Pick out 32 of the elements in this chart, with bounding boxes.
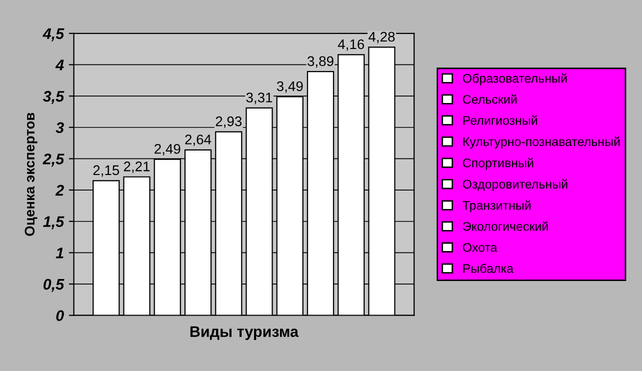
y-tick-label: 3: [56, 122, 64, 134]
y-tick-label: 0: [56, 310, 64, 322]
data-label: 2,21: [124, 162, 150, 173]
legend-label: Транзитный: [462, 200, 531, 212]
data-label: 3,31: [246, 92, 272, 104]
legend-label: Религиозный: [463, 115, 538, 125]
legend-label: Экологический: [462, 221, 548, 231]
x-axis-title: Виды туризма: [190, 326, 299, 340]
y-tick-label: 4,5: [42, 28, 64, 42]
y-axis-title: Оценка экспертов: [24, 112, 38, 236]
legend-label: Рыбалка: [463, 264, 514, 273]
data-label: 2,15: [93, 165, 120, 177]
data-label: 4,16: [338, 39, 364, 51]
y-tick-label: 2,5: [42, 154, 64, 167]
legend-label: Образовательный: [462, 73, 567, 86]
data-label: 3,49: [276, 81, 303, 93]
data-label: 2,93: [216, 116, 242, 128]
data-label: 3,89: [308, 56, 334, 68]
data-label: 4,28: [368, 32, 395, 44]
y-tick-label: 1,5: [43, 216, 64, 230]
data-label: 2,64: [185, 134, 212, 146]
legend-label: Спортивный: [462, 158, 534, 170]
y-tick-label: 1: [56, 248, 64, 258]
y-tick-label: 4: [55, 60, 64, 70]
y-tick-label: 0,5: [44, 278, 64, 292]
legend-label: Оздоровительный: [462, 179, 568, 192]
legend-label: Сельский: [462, 94, 517, 104]
legend-label: Культурно-познавательный: [463, 136, 620, 149]
y-tick-label: 3,5: [42, 90, 64, 104]
y-tick-label: 2: [55, 184, 64, 196]
data-label: 2,49: [154, 144, 180, 156]
legend-label: Охота: [462, 243, 498, 252]
